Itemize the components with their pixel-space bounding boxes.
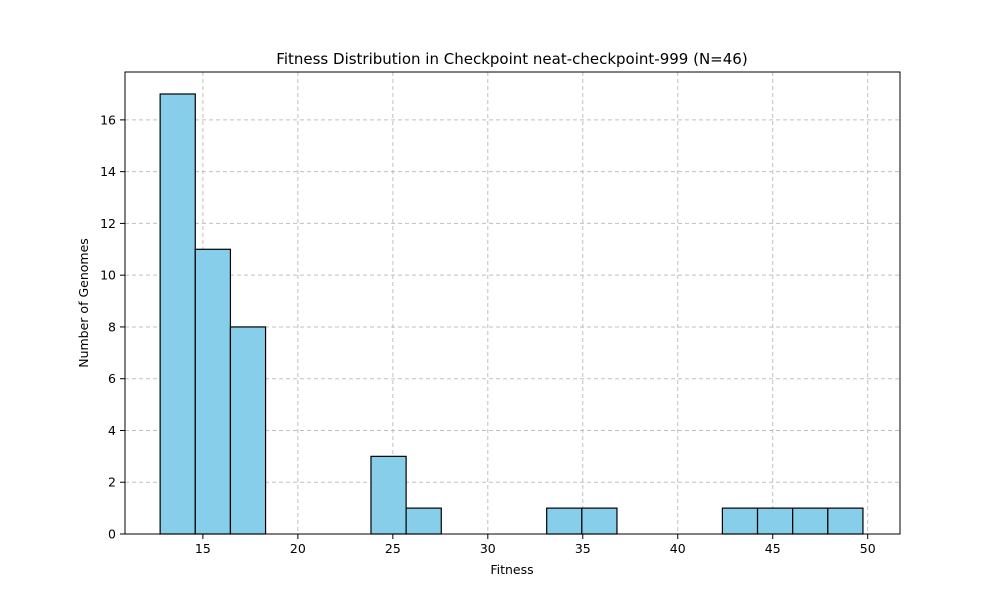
histogram-bar xyxy=(792,507,829,535)
x-tick-label: 45 xyxy=(765,541,781,556)
y-tick-label: 10 xyxy=(100,268,116,283)
y-axis-ticks: 0 2 4 6 8 10 12 14 16 xyxy=(100,112,125,542)
y-tick-label: 8 xyxy=(108,319,116,334)
histogram-bar xyxy=(756,507,794,535)
histogram-bar xyxy=(370,455,407,535)
bars xyxy=(159,93,864,535)
x-axis-label: Fitness xyxy=(490,562,533,577)
x-tick-label: 15 xyxy=(195,541,211,556)
y-tick-label: 16 xyxy=(100,112,116,127)
histogram-bar xyxy=(546,507,583,535)
x-axis-ticks: 15 20 25 30 35 40 45 50 xyxy=(195,534,876,556)
x-tick-label: 50 xyxy=(860,541,876,556)
y-tick-label: 12 xyxy=(100,216,116,231)
histogram-bar xyxy=(405,507,442,535)
y-tick-label: 14 xyxy=(100,164,116,179)
x-tick-label: 30 xyxy=(480,541,496,556)
x-tick-label: 20 xyxy=(290,541,306,556)
histogram-bar xyxy=(159,93,196,535)
histogram-bar xyxy=(827,507,864,535)
histogram-bar xyxy=(581,507,618,535)
chart-title: Fitness Distribution in Checkpoint neat-… xyxy=(276,50,747,68)
x-tick-label: 40 xyxy=(670,541,686,556)
x-tick-label: 25 xyxy=(385,541,401,556)
x-tick-label: 35 xyxy=(575,541,591,556)
y-axis-label: Number of Genomes xyxy=(76,238,91,368)
histogram-bar xyxy=(194,248,232,535)
plot-frame xyxy=(124,71,901,535)
histogram-bar xyxy=(229,326,267,535)
histogram-bar xyxy=(721,507,759,535)
y-tick-label: 4 xyxy=(108,423,116,438)
y-tick-label: 2 xyxy=(108,475,116,490)
y-tick-label: 0 xyxy=(108,527,116,542)
y-tick-label: 6 xyxy=(108,371,116,386)
